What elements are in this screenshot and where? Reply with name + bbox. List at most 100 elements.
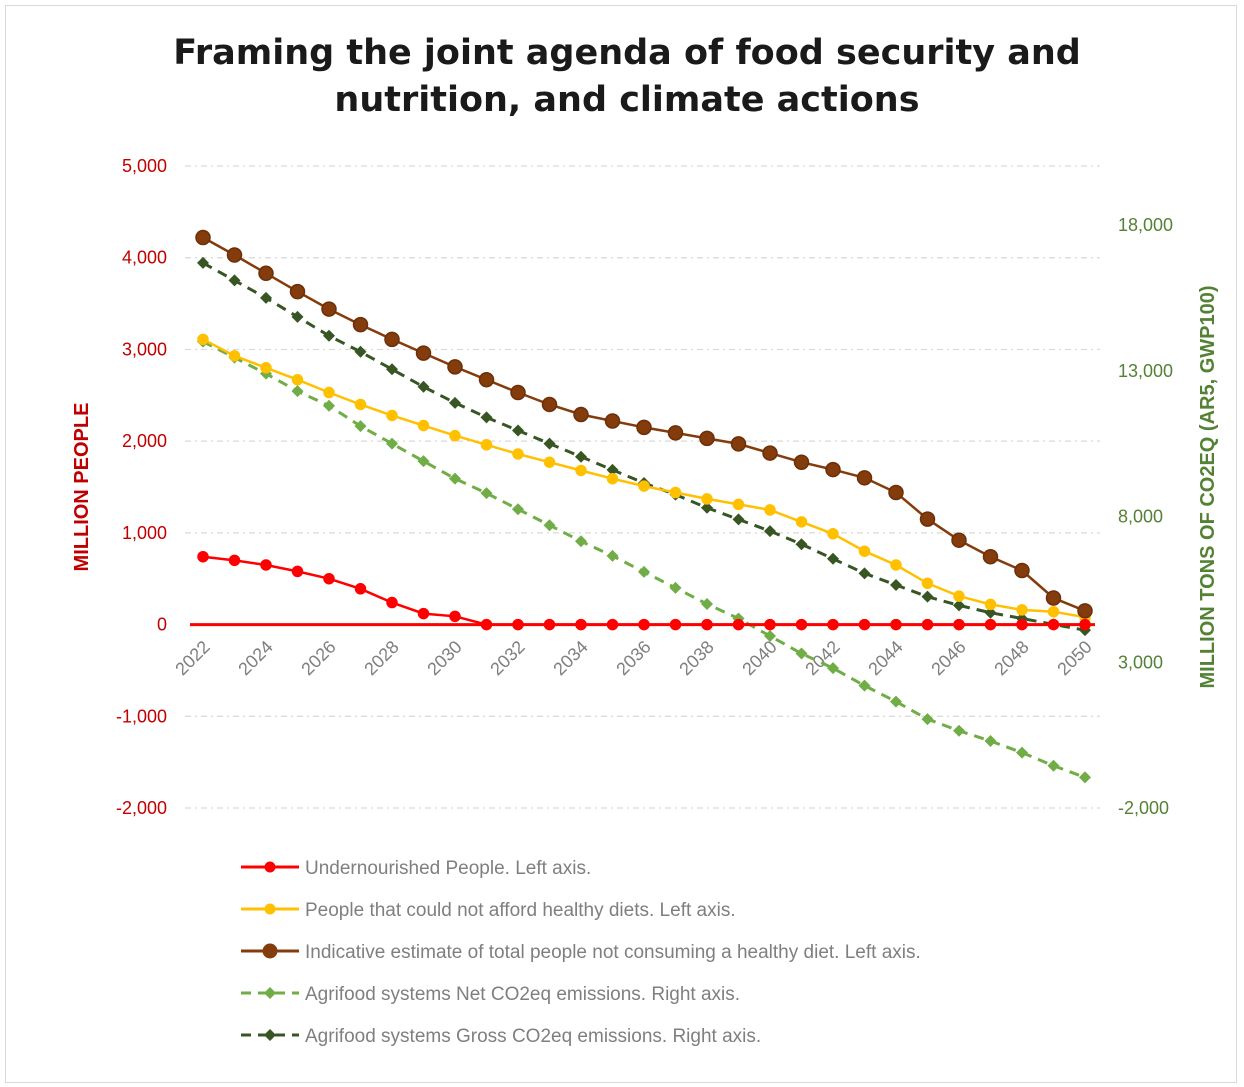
data-point bbox=[764, 525, 776, 538]
data-point bbox=[732, 498, 745, 511]
data-point bbox=[701, 619, 713, 631]
data-point bbox=[480, 487, 493, 500]
data-point bbox=[1016, 619, 1028, 631]
data-point bbox=[1045, 590, 1062, 606]
data-point bbox=[953, 599, 965, 612]
right-axis-ticks: -2,000 3,000 8,000 13,000 18,000 bbox=[1118, 215, 1173, 818]
data-point bbox=[732, 513, 745, 526]
data-point bbox=[386, 437, 398, 450]
data-point bbox=[291, 310, 304, 323]
data-point bbox=[890, 695, 902, 708]
data-point bbox=[386, 409, 398, 422]
data-point bbox=[418, 608, 429, 620]
right-tick-label: 13,000 bbox=[1118, 361, 1173, 381]
legend-marker bbox=[264, 861, 276, 873]
left-tick-label: -2,000 bbox=[116, 798, 167, 818]
data-point bbox=[197, 256, 209, 269]
chart-title-line-1: Framing the joint agenda of food securit… bbox=[173, 33, 1081, 73]
x-tick-label: 2028 bbox=[360, 637, 402, 679]
legend-item: Indicative estimate of total people not … bbox=[241, 942, 921, 963]
data-point bbox=[888, 484, 904, 501]
data-point bbox=[197, 551, 209, 563]
x-tick-label: 2050 bbox=[1053, 637, 1095, 679]
series-3 bbox=[195, 229, 1093, 619]
data-point bbox=[730, 436, 747, 452]
data-point bbox=[984, 598, 997, 611]
data-point bbox=[575, 450, 587, 463]
x-tick-label: 2046 bbox=[927, 637, 969, 679]
x-tick-label: 2038 bbox=[675, 637, 717, 679]
data-point bbox=[921, 590, 934, 603]
data-point bbox=[449, 610, 461, 622]
data-point bbox=[447, 359, 463, 375]
data-point bbox=[919, 511, 936, 527]
legend-marker bbox=[264, 1029, 276, 1041]
data-point bbox=[606, 472, 619, 485]
data-point bbox=[607, 619, 618, 631]
data-point bbox=[260, 362, 272, 374]
data-point bbox=[890, 559, 902, 571]
x-tick-label: 2036 bbox=[612, 637, 654, 679]
legend-marker bbox=[264, 987, 276, 999]
left-tick-label: 3,000 bbox=[122, 339, 167, 359]
data-point bbox=[701, 493, 713, 505]
data-point bbox=[575, 619, 587, 631]
data-point bbox=[764, 619, 776, 631]
right-tick-label: 8,000 bbox=[1118, 507, 1163, 527]
legend-item: Undernourished People. Left axis. bbox=[241, 858, 591, 879]
data-point bbox=[354, 345, 367, 358]
data-point bbox=[258, 265, 274, 282]
data-point bbox=[449, 396, 461, 409]
data-point bbox=[512, 503, 524, 516]
chart-title-line-2: nutrition, and climate actions bbox=[334, 80, 919, 120]
data-point bbox=[1079, 619, 1091, 631]
legend-label: Undernourished People. Left axis. bbox=[305, 858, 591, 879]
data-point bbox=[890, 579, 902, 592]
data-point bbox=[449, 472, 461, 485]
data-point bbox=[858, 679, 871, 692]
x-tick-label: 2034 bbox=[549, 637, 591, 679]
data-point bbox=[197, 333, 209, 346]
data-point bbox=[417, 455, 430, 468]
left-axis-ticks: -2,000 -1,000 0 1,000 2,000 3,000 4,000 5,000 bbox=[116, 156, 167, 818]
data-point bbox=[260, 559, 272, 571]
data-point bbox=[982, 548, 999, 565]
right-tick-label: -2,000 bbox=[1118, 798, 1169, 818]
data-point bbox=[922, 619, 933, 631]
data-point bbox=[796, 619, 807, 631]
data-point bbox=[827, 552, 839, 565]
data-point bbox=[226, 247, 243, 263]
data-point bbox=[827, 662, 839, 675]
data-point bbox=[858, 567, 871, 580]
data-point bbox=[858, 545, 871, 557]
x-tick-label: 2022 bbox=[171, 637, 213, 679]
data-point bbox=[323, 329, 335, 342]
data-point bbox=[1016, 604, 1028, 616]
x-tick-label: 2026 bbox=[297, 637, 339, 679]
legend: Undernourished People. Left axis. People … bbox=[241, 858, 921, 1047]
left-tick-label: 4,000 bbox=[122, 248, 167, 268]
data-point bbox=[386, 597, 398, 609]
data-point bbox=[512, 448, 524, 460]
chart-title: Framing the joint agenda of food securit… bbox=[173, 33, 1081, 120]
data-point bbox=[260, 291, 272, 304]
series-2 bbox=[197, 333, 1091, 623]
left-tick-label: 5,000 bbox=[122, 156, 167, 176]
data-point bbox=[667, 425, 684, 441]
data-point bbox=[890, 619, 902, 631]
series-line bbox=[202, 340, 1086, 779]
data-point bbox=[984, 734, 997, 747]
data-point bbox=[480, 411, 493, 424]
data-point bbox=[323, 386, 335, 399]
data-point bbox=[856, 470, 873, 486]
data-point bbox=[1047, 759, 1060, 772]
data-point bbox=[636, 419, 652, 436]
legend-item: Agrifood systems Gross CO2eq emissions. … bbox=[241, 1026, 761, 1047]
left-tick-label: -1,000 bbox=[116, 706, 167, 726]
data-point bbox=[604, 413, 621, 429]
left-tick-label: 1,000 bbox=[122, 523, 167, 543]
data-point bbox=[229, 554, 240, 566]
left-tick-label: 0 bbox=[157, 615, 167, 635]
data-point bbox=[795, 538, 808, 551]
